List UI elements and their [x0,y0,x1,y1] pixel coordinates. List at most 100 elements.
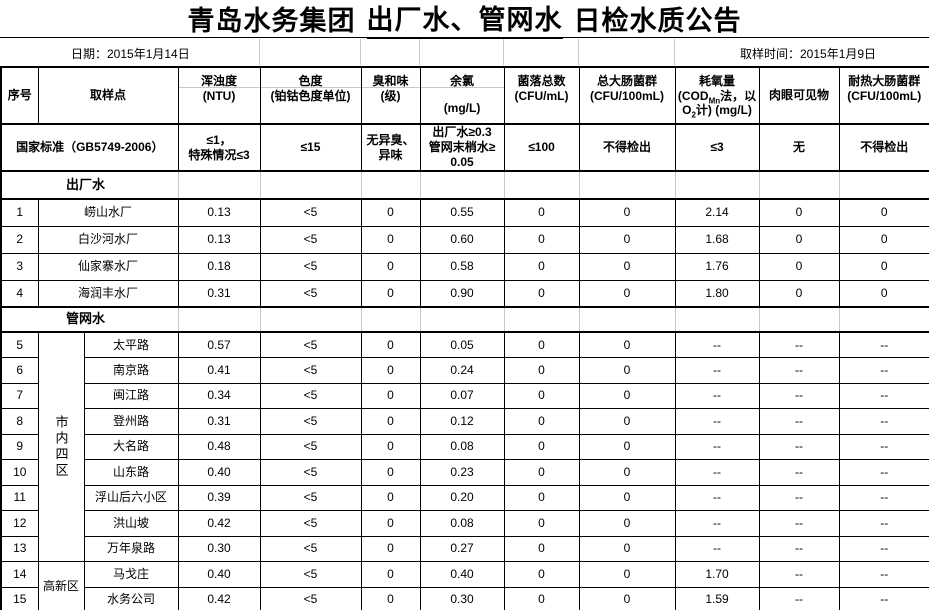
row-number: 8 [0,408,39,435]
value-cell: -- [758,408,840,435]
header-unit: (CFU/100mL) [847,89,922,103]
value-cell: <5 [259,382,362,409]
value-cell: 0 [360,331,421,358]
value-cell: 0 [503,510,580,537]
standard-turbidity: ≤1， 特殊情况≤3 [177,123,261,172]
site-cell: 水务公司 [83,586,179,610]
row-number: 6 [0,357,39,384]
value-cell: 1.59 [674,586,760,610]
value-cell: 0.18 [177,252,261,281]
site-cell: 闽江路 [83,382,179,409]
header-name: 耐热大肠菌群 [848,74,921,88]
value-cell: 0.58 [419,252,505,281]
value-cell: -- [758,459,840,486]
table-row: 14 高新区 马戈庄 0.40 <5 0 0.40 0 0 1.70 -- -- [0,561,929,610]
value-cell: 0.13 [177,225,261,254]
value-cell: 0 [360,225,421,254]
section-label: 管网水 [0,306,179,333]
value-cell: -- [838,408,929,435]
site-cell: 崂山水厂 [37,198,179,227]
value-cell: 0.48 [177,433,261,460]
national-standard-row: 国家标准（GB5749-2006） ≤1， 特殊情况≤3 ≤15 无异臭、 异味… [0,123,929,172]
value-cell: -- [758,586,840,610]
value-cell: 0 [360,561,421,588]
table-row: 8 登州路 0.31 <5 0 0.12 0 0 -- -- -- [0,408,929,435]
value-cell: 0.41 [177,357,261,384]
gridline [259,39,260,65]
title-part-1: 青岛水务集团 [187,6,356,36]
value-cell: 0.20 [419,484,505,511]
value-cell: 0 [578,510,676,537]
value-cell: 0.30 [419,586,505,610]
value-cell: 0 [360,586,421,610]
table-row: 12 洪山坡 0.42 <5 0 0.08 0 0 -- -- -- [0,510,929,537]
value-cell: -- [758,433,840,460]
value-cell: 0.13 [177,198,261,227]
value-cell: 0 [503,252,580,281]
site-cell: 马戈庄 [83,561,179,588]
value-cell: 0.23 [419,459,505,486]
value-cell: <5 [259,331,362,358]
cod-subscript: Mn [708,96,721,106]
value-cell: 0 [838,225,929,254]
value-cell: -- [674,433,760,460]
value-cell: 0.05 [419,331,505,358]
value-cell: 0 [360,252,421,281]
value-cell: 0 [758,252,840,281]
section-empty-cell [674,170,760,200]
row-number: 10 [0,459,39,486]
value-cell: -- [674,331,760,358]
value-cell: 0.08 [419,433,505,460]
site-cell: 大名路 [83,433,179,460]
region-cell: 高新区 [37,561,85,610]
section-empty-cell [674,306,760,333]
cod-unit-text: (COD [677,89,709,103]
standard-visible: 无 [758,123,840,172]
col-header-visible: 肉眼可见物 [758,66,840,125]
section-row-factory: 出厂水 [0,170,929,200]
table-row: 3 仙家寨水厂 0.18 <5 0 0.58 0 0 1.76 0 0 [0,252,929,281]
standard-cod: ≤3 [674,123,760,172]
row-number: 4 [0,279,39,308]
value-cell: 2.14 [674,198,760,227]
value-cell: -- [674,408,760,435]
value-cell: <5 [259,279,362,308]
value-cell: 0 [838,279,929,308]
value-cell: -- [838,510,929,537]
value-cell: 0 [360,484,421,511]
header-row: 序号 取样点 浑浊度 (NTU) 色度 (铂钴色度单位) 臭和味 (级) 余氯 … [0,66,929,125]
header-unit: (mg/L) [443,101,481,115]
col-header-odor: 臭和味 (级) [360,66,421,125]
header-unit: (CFU/mL) [514,89,569,103]
standard-line: 特殊情况≤3 [188,147,250,162]
table-row: 2 白沙河水厂 0.13 <5 0 0.60 0 0 1.68 0 0 [0,225,929,254]
value-cell: 0.55 [419,198,505,227]
value-cell: 0 [578,331,676,358]
section-empty-cell [419,306,505,333]
value-cell: 0 [503,433,580,460]
value-cell: -- [758,535,840,562]
row-number: 2 [0,225,39,254]
value-cell: 1.80 [674,279,760,308]
network-rows: 5 市内四区 太平路 0.57 <5 0 0.05 0 0 -- -- -- 6 南京路 0.41 <5 0 0.… [0,331,929,610]
site-cell: 山东路 [83,459,179,486]
value-cell: 0 [503,535,580,562]
site-cell: 洪山坡 [83,510,179,537]
value-cell: -- [838,433,929,460]
section-empty-cell [838,170,929,200]
header-unit: (CFU/100mL) [590,89,665,103]
header-unit: (铂钴色度单位) [270,89,351,103]
value-cell: 0 [578,225,676,254]
standard-line: 出厂水≥0.3 [432,125,492,139]
value-cell: -- [674,459,760,486]
site-cell: 登州路 [83,408,179,435]
header-name: 色度 [298,74,323,88]
value-cell: 0 [503,198,580,227]
table-row: 11 浮山后六小区 0.39 <5 0 0.20 0 0 -- -- -- [0,484,929,511]
section-empty-cell [758,170,840,200]
section-empty-cell [503,170,580,200]
value-cell: <5 [259,408,362,435]
cod-subscript: 2 [691,110,696,120]
value-cell: 0 [503,331,580,358]
standard-odor: 无异臭、 异味 [360,123,421,172]
